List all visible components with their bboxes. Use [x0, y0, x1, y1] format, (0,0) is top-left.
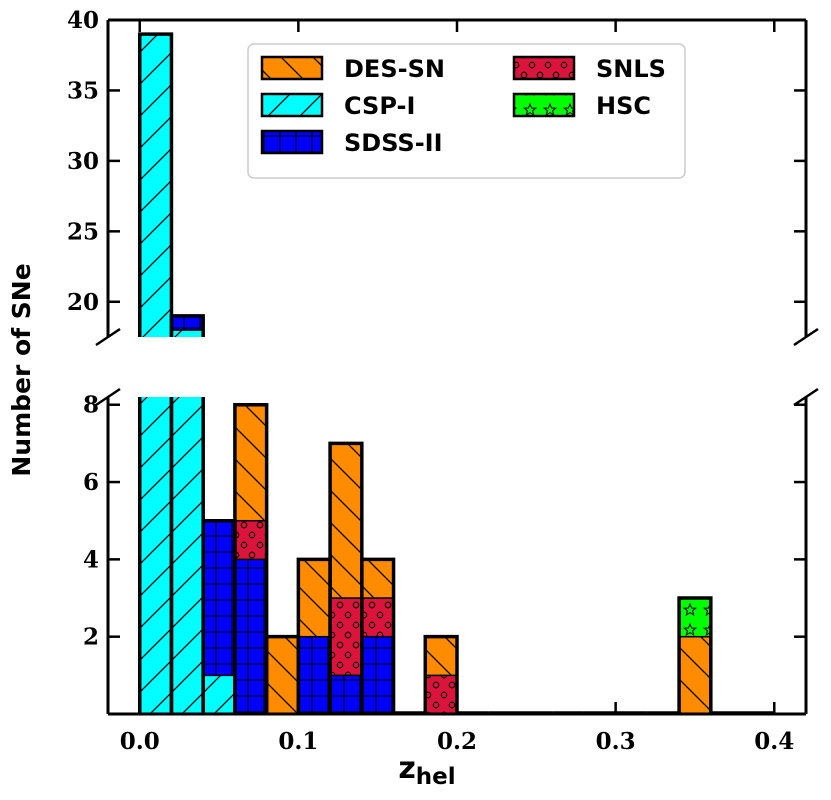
bar-segment-sdss-ii-bin-6-lower	[329, 674, 363, 714]
legend-swatch-hatch-sdss-ii	[260, 129, 324, 155]
legend-swatch-hatch-csp-i	[260, 92, 324, 118]
bar-segment-des-sn-bin-7-upper	[362, 527, 394, 541]
legend-label-snls: SNLS	[596, 55, 666, 83]
bar-segment-des-sn-bin-4-lower	[265, 635, 300, 714]
legend-entry-csp-i: CSP-I	[260, 92, 415, 120]
x-tick-label-2: 0.2	[437, 728, 477, 755]
x-tick-label-4: 0.4	[754, 728, 794, 755]
legend-label-sdss-ii: SDSS-II	[344, 129, 443, 157]
bar-segment-csp-i-bin-0-lower	[138, 397, 173, 714]
legend-entry-sdss-ii: SDSS-II	[260, 129, 443, 157]
axis-break-marks	[95, 327, 819, 407]
axis-ticks: 20 25 30 35 40 2 4 6 8 0.0 0.1 0.2 0.3 0.4	[67, 7, 806, 755]
bar-segment-snls-bin-6-lower	[329, 597, 363, 677]
lower-panel-bars	[137, 0, 775, 714]
bar-segment-csp-i-bin-0-upper	[138, 33, 173, 337]
legend-label-des-sn: DES-SN	[344, 55, 445, 83]
legend-swatch-hatch-des-sn	[260, 55, 324, 81]
bar-segment-des-sn-bin-17-upper	[679, 555, 711, 583]
bar-segment-sdss-ii-bin-1-upper	[170, 315, 204, 331]
legend: DES-SN SNLS CSP-I HSC SDSS-II	[247, 43, 686, 179]
legend-label-csp-i: CSP-I	[344, 92, 415, 120]
bar-segment-des-sn-bin-17-lower	[678, 635, 712, 714]
bar-segment-sdss-ii-bin-7-lower	[361, 635, 395, 714]
bar-segment-hsc-bin-17-upper	[679, 541, 711, 555]
bar-outline-bin-17-upper	[679, 541, 711, 583]
x-axis-title: zhel	[398, 751, 455, 790]
legend-swatch-hatch-hsc	[512, 92, 576, 118]
upper-panel-bars	[137, 32, 711, 583]
bar-segment-des-sn-bin-4-upper	[267, 555, 299, 583]
bar-segment-snls-bin-7-lower	[361, 597, 395, 638]
bar-segment-snls-bin-3-lower	[234, 519, 268, 561]
x-axis-title-subscript: hel	[416, 764, 456, 790]
bar-outline-bin-1-upper	[169, 314, 205, 337]
bar-segment-snls-bin-9-lower	[424, 674, 458, 714]
legend-frame	[247, 43, 686, 179]
y-axis-title: Number of SNe	[7, 263, 36, 476]
lower-y-tick-label-6: 6	[83, 469, 99, 496]
bar-outline-bin-17-lower	[677, 596, 713, 714]
bar-segment-des-sn-bin-9-lower	[424, 635, 458, 677]
bar-segment-des-sn-bin-5-upper	[298, 527, 330, 555]
bar-outline-bin-4-upper	[267, 555, 299, 583]
upper-y-tick-label-30: 30	[67, 148, 99, 175]
legend-entry-des-sn: DES-SN	[260, 55, 445, 83]
lower-y-tick-label-2: 2	[83, 624, 99, 651]
legend-label-hsc: HSC	[596, 92, 651, 120]
bar-outline-bin-7-lower	[360, 557, 396, 714]
bar-segment-snls-bin-7-upper	[362, 541, 394, 555]
bar-segment-snls-bin-9-upper	[425, 569, 457, 583]
legend-entry-snls: SNLS	[512, 55, 666, 83]
bar-segment-des-sn-bin-3-lower	[234, 403, 268, 522]
legend-entry-hsc: HSC	[512, 92, 651, 120]
lower-y-tick-label-8: 8	[83, 392, 99, 419]
upper-y-tick-label-25: 25	[67, 218, 99, 245]
bar-segment-hsc-bin-17-lower	[678, 597, 712, 638]
upper-y-tick-label-20: 20	[67, 289, 99, 316]
bar-segment-des-sn-bin-7-lower	[361, 558, 395, 599]
upper-y-tick-label-35: 35	[67, 77, 99, 104]
bar-outline-bin-9-upper	[425, 555, 457, 583]
x-tick-label-3: 0.3	[596, 728, 636, 755]
bar-segment-sdss-ii-bin-5-lower	[297, 635, 331, 714]
lower-y-tick-label-4: 4	[83, 546, 99, 573]
bar-segment-des-sn-bin-9-upper	[425, 555, 457, 569]
x-tick-label-1: 0.1	[278, 728, 318, 755]
bar-segment-des-sn-bin-6-lower	[329, 442, 363, 599]
bar-segment-des-sn-bin-5-lower	[297, 558, 331, 638]
bar-segment-csp-i-bin-2-lower	[202, 674, 236, 714]
upper-y-tick-label-40: 40	[67, 7, 99, 34]
bar-outline-bin-0-upper	[137, 32, 174, 337]
bar-segment-sdss-ii-bin-3-lower	[234, 558, 268, 714]
bar-outline-bin-3-lower	[233, 402, 269, 714]
bar-segment-csp-i-bin-1-lower	[170, 397, 204, 714]
x-axis-title-main: z	[398, 751, 415, 786]
bar-segment-sdss-ii-bin-1-lower	[171, 0, 203, 18]
bar-outline-bin-9-lower	[423, 634, 459, 714]
bar-segment-sdss-ii-bin-2-lower	[202, 519, 236, 677]
legend-swatch-hatch-snls	[512, 55, 576, 81]
x-tick-label-0: 0.0	[120, 728, 160, 755]
